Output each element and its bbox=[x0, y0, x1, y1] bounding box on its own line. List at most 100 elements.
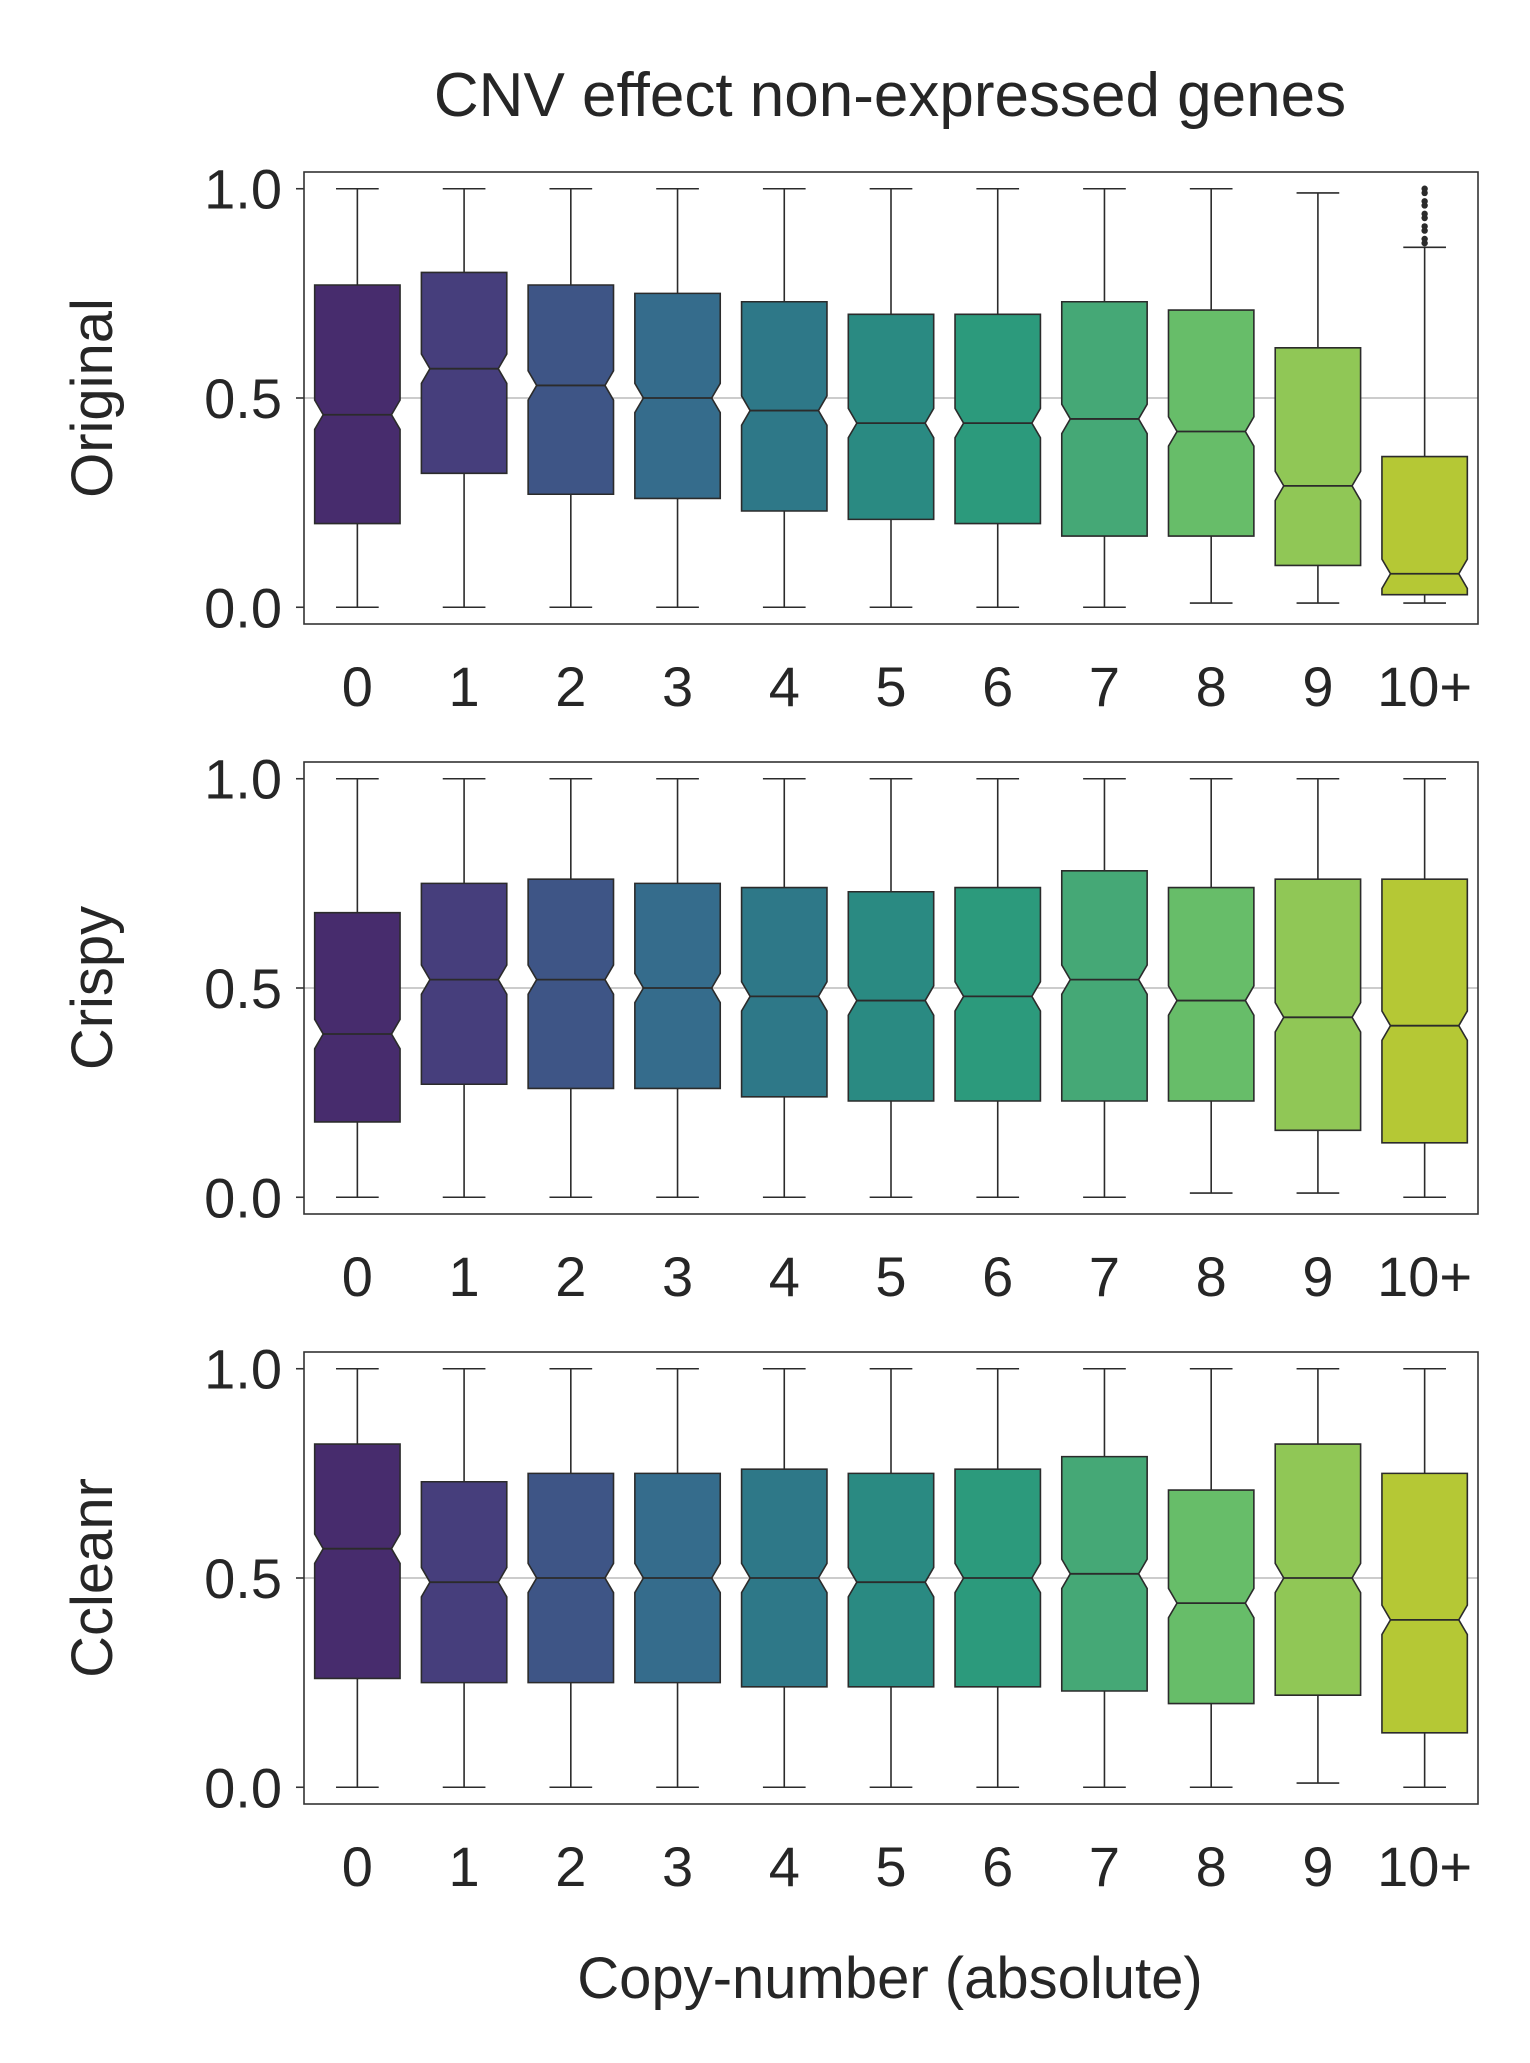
x-tick-label: 5 bbox=[875, 1245, 906, 1308]
panel-crispy: 0 1 2 3 4 5 6 7 8 9 10+ 0.0 0.5 1.0 Crispy bbox=[60, 748, 1479, 1308]
y-tick-label: 1.0 bbox=[204, 1338, 282, 1401]
box-body bbox=[954, 886, 1042, 1102]
x-tick-label: 0 bbox=[342, 1835, 373, 1898]
y-axis-label: Crispy bbox=[60, 906, 125, 1070]
box-body bbox=[420, 882, 508, 1086]
box-3 bbox=[634, 187, 722, 609]
outlier-point bbox=[1421, 235, 1428, 243]
x-tick-label: 10+ bbox=[1377, 655, 1472, 718]
box-7 bbox=[1060, 1367, 1148, 1789]
x-tick-label: 4 bbox=[769, 1245, 800, 1308]
box-body bbox=[1274, 1443, 1362, 1696]
box-5 bbox=[847, 1367, 935, 1789]
box-body bbox=[1167, 1489, 1255, 1705]
box-body bbox=[1381, 1472, 1469, 1734]
x-tick-label: 2 bbox=[555, 1245, 586, 1308]
x-tick-label: 10+ bbox=[1377, 1245, 1472, 1308]
x-tick-label: 2 bbox=[555, 655, 586, 718]
box-0 bbox=[313, 1367, 401, 1789]
box-9 bbox=[1274, 1367, 1362, 1784]
box-0 bbox=[313, 777, 401, 1199]
x-tick-label: 2 bbox=[555, 1835, 586, 1898]
x-tick-label: 3 bbox=[662, 1835, 693, 1898]
box-6 bbox=[954, 187, 1042, 609]
x-tick-label: 4 bbox=[769, 1835, 800, 1898]
box-9 bbox=[1274, 777, 1362, 1194]
box-body bbox=[847, 890, 935, 1102]
x-tick-label: 6 bbox=[982, 655, 1013, 718]
box-7 bbox=[1060, 187, 1148, 609]
box-2 bbox=[527, 187, 615, 609]
outlier-point bbox=[1421, 198, 1428, 205]
box-body bbox=[527, 878, 615, 1090]
box-body bbox=[1274, 878, 1362, 1132]
y-tick-label: 0.5 bbox=[204, 1547, 282, 1610]
x-tick-label: 9 bbox=[1302, 1835, 1333, 1898]
box-body bbox=[1167, 886, 1255, 1102]
box-4 bbox=[740, 777, 828, 1199]
box-8 bbox=[1167, 777, 1255, 1194]
box-3 bbox=[634, 1367, 722, 1789]
outlier-point bbox=[1421, 223, 1428, 230]
box-body bbox=[1381, 455, 1469, 596]
box-5 bbox=[847, 187, 935, 609]
box-8 bbox=[1167, 187, 1255, 604]
box-body bbox=[847, 1472, 935, 1688]
y-tick-label: 0.5 bbox=[204, 367, 282, 430]
box-1 bbox=[420, 187, 508, 609]
box-body bbox=[740, 886, 828, 1098]
x-tick-label: 10+ bbox=[1377, 1835, 1472, 1898]
box-0 bbox=[313, 187, 401, 609]
box-body bbox=[1274, 346, 1362, 567]
box-body bbox=[634, 882, 722, 1090]
box-9 bbox=[1274, 192, 1362, 604]
box-body bbox=[1060, 870, 1148, 1102]
x-tick-label: 8 bbox=[1196, 655, 1227, 718]
x-tick-label: 9 bbox=[1302, 1245, 1333, 1308]
box-6 bbox=[954, 1367, 1042, 1789]
box-6 bbox=[954, 777, 1042, 1199]
y-tick-label: 0.5 bbox=[204, 957, 282, 1020]
box-body bbox=[847, 313, 935, 521]
x-tick-label: 8 bbox=[1196, 1835, 1227, 1898]
box-body bbox=[527, 284, 615, 496]
y-tick-label: 0.0 bbox=[204, 1166, 282, 1229]
box-7 bbox=[1060, 777, 1148, 1199]
y-tick-label: 0.0 bbox=[204, 576, 282, 639]
x-tick-label: 1 bbox=[449, 655, 480, 718]
y-tick-label: 0.0 bbox=[204, 1756, 282, 1819]
y-axis-label: Original bbox=[60, 298, 125, 498]
x-tick-label: 5 bbox=[875, 1835, 906, 1898]
x-tick-label: 6 bbox=[982, 1245, 1013, 1308]
box-body bbox=[634, 292, 722, 500]
box-3 bbox=[634, 777, 722, 1199]
box-2 bbox=[527, 777, 615, 1199]
x-tick-label: 1 bbox=[449, 1245, 480, 1308]
box-10+ bbox=[1381, 185, 1469, 604]
box-body bbox=[313, 1443, 401, 1680]
box-body bbox=[313, 911, 401, 1123]
box-1 bbox=[420, 1367, 508, 1789]
box-body bbox=[313, 284, 401, 525]
x-tick-label: 7 bbox=[1089, 1245, 1120, 1308]
box-8 bbox=[1167, 1367, 1255, 1789]
outlier-point bbox=[1421, 210, 1428, 218]
box-4 bbox=[740, 1367, 828, 1789]
x-tick-label: 0 bbox=[342, 1245, 373, 1308]
outlier-point bbox=[1421, 185, 1428, 192]
x-tick-label: 6 bbox=[982, 1835, 1013, 1898]
x-tick-label: 8 bbox=[1196, 1245, 1227, 1308]
box-body bbox=[740, 300, 828, 512]
panel-original: 0 1 2 3 4 5 6 7 8 9 10+ 0.0 0.5 1.0 Original bbox=[60, 158, 1479, 718]
box-4 bbox=[740, 187, 828, 609]
chart-title: CNV effect non-expressed genes bbox=[434, 61, 1346, 130]
panel-ccleanr: 0 1 2 3 4 5 6 7 8 9 10+ 0.0 0.5 1.0 Ccleanr bbox=[60, 1338, 1479, 1898]
box-5 bbox=[847, 777, 935, 1199]
x-axis-label: Copy-number (absolute) bbox=[577, 1946, 1202, 2011]
x-tick-label: 0 bbox=[342, 655, 373, 718]
x-tick-label: 7 bbox=[1089, 655, 1120, 718]
box-body bbox=[954, 313, 1042, 525]
x-tick-label: 7 bbox=[1089, 1835, 1120, 1898]
